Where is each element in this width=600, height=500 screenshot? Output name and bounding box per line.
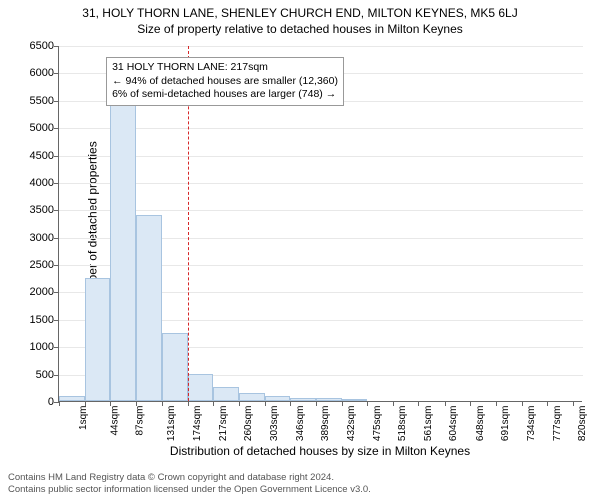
ytick-label: 2000 xyxy=(14,286,54,298)
xtick-mark xyxy=(367,401,368,406)
xtick-mark xyxy=(316,401,317,406)
histogram-bar xyxy=(85,278,111,401)
ytick-mark xyxy=(54,210,59,211)
footer-line-2: Contains public sector information licen… xyxy=(8,484,371,496)
histogram-bar xyxy=(265,396,291,401)
x-axis-label: Distribution of detached houses by size … xyxy=(58,444,582,458)
xtick-mark xyxy=(213,401,214,406)
ytick-label: 4500 xyxy=(14,150,54,162)
chart-area: Number of detached properties 0500100015… xyxy=(58,46,582,402)
xtick-label: 648sqm xyxy=(475,406,486,442)
histogram-bar xyxy=(290,398,316,401)
xtick-label: 1sqm xyxy=(78,406,89,430)
ytick-mark xyxy=(54,46,59,47)
xtick-label: 432sqm xyxy=(346,406,357,442)
annotation-line: ← 94% of detached houses are smaller (12… xyxy=(112,75,338,89)
xtick-label: 734sqm xyxy=(526,406,537,442)
title-main: 31, HOLY THORN LANE, SHENLEY CHURCH END,… xyxy=(0,0,600,20)
xtick-mark xyxy=(290,401,291,406)
histogram-bar xyxy=(110,100,136,401)
chart-container: 31, HOLY THORN LANE, SHENLEY CHURCH END,… xyxy=(0,0,600,500)
xtick-mark xyxy=(265,401,266,406)
xtick-mark xyxy=(470,401,471,406)
ytick-label: 6000 xyxy=(14,67,54,79)
footer-line-1: Contains HM Land Registry data © Crown c… xyxy=(8,472,371,484)
xtick-mark xyxy=(188,401,189,406)
gridline xyxy=(59,210,583,211)
xtick-label: 820sqm xyxy=(577,406,588,442)
ytick-label: 5000 xyxy=(14,122,54,134)
ytick-label: 2500 xyxy=(14,259,54,271)
ytick-mark xyxy=(54,156,59,157)
footer-attribution: Contains HM Land Registry data © Crown c… xyxy=(8,472,371,496)
ytick-mark xyxy=(54,101,59,102)
histogram-bar xyxy=(342,399,368,401)
xtick-label: 389sqm xyxy=(320,406,331,442)
plot-region: 0500100015002000250030003500400045005000… xyxy=(58,46,582,402)
ytick-label: 500 xyxy=(14,369,54,381)
xtick-label: 475sqm xyxy=(372,406,383,442)
ytick-mark xyxy=(54,183,59,184)
ytick-label: 4000 xyxy=(14,177,54,189)
ytick-mark xyxy=(54,128,59,129)
xtick-label: 217sqm xyxy=(218,406,229,442)
annotation-line: 6% of semi-detached houses are larger (7… xyxy=(112,88,338,102)
xtick-mark xyxy=(496,401,497,406)
xtick-label: 303sqm xyxy=(269,406,280,442)
ytick-mark xyxy=(54,73,59,74)
ytick-mark xyxy=(54,238,59,239)
ytick-mark xyxy=(54,320,59,321)
xtick-label: 44sqm xyxy=(109,406,120,436)
xtick-mark xyxy=(393,401,394,406)
xtick-label: 260sqm xyxy=(243,406,254,442)
xtick-mark xyxy=(85,401,86,406)
gridline xyxy=(59,183,583,184)
ytick-mark xyxy=(54,375,59,376)
gridline xyxy=(59,156,583,157)
ytick-label: 5500 xyxy=(14,95,54,107)
histogram-bar xyxy=(239,393,265,401)
xtick-label: 87sqm xyxy=(135,406,146,436)
xtick-label: 131sqm xyxy=(167,406,178,442)
ytick-label: 1000 xyxy=(14,341,54,353)
xtick-label: 518sqm xyxy=(397,406,408,442)
xtick-label: 691sqm xyxy=(500,406,511,442)
xtick-mark xyxy=(342,401,343,406)
ytick-mark xyxy=(54,347,59,348)
ytick-label: 3500 xyxy=(14,204,54,216)
xtick-mark xyxy=(239,401,240,406)
xtick-mark xyxy=(418,401,419,406)
histogram-bar xyxy=(162,333,188,401)
xtick-mark xyxy=(59,401,60,406)
ytick-label: 3000 xyxy=(14,232,54,244)
ytick-label: 0 xyxy=(14,396,54,408)
xtick-mark xyxy=(445,401,446,406)
xtick-label: 346sqm xyxy=(295,406,306,442)
gridline xyxy=(59,128,583,129)
histogram-bar xyxy=(316,398,342,401)
xtick-label: 174sqm xyxy=(192,406,203,442)
xtick-label: 561sqm xyxy=(423,406,434,442)
xtick-label: 604sqm xyxy=(449,406,460,442)
histogram-bar xyxy=(59,396,85,401)
xtick-mark xyxy=(110,401,111,406)
xtick-mark xyxy=(547,401,548,406)
histogram-bar xyxy=(136,215,162,401)
annotation-line: 31 HOLY THORN LANE: 217sqm xyxy=(112,61,338,75)
xtick-mark xyxy=(136,401,137,406)
histogram-bar xyxy=(188,374,214,401)
ytick-mark xyxy=(54,292,59,293)
gridline xyxy=(59,46,583,47)
ytick-label: 1500 xyxy=(14,314,54,326)
xtick-mark xyxy=(162,401,163,406)
annotation-box: 31 HOLY THORN LANE: 217sqm← 94% of detac… xyxy=(106,57,344,106)
title-sub: Size of property relative to detached ho… xyxy=(0,20,600,36)
xtick-mark xyxy=(522,401,523,406)
xtick-mark xyxy=(573,401,574,406)
ytick-mark xyxy=(54,265,59,266)
ytick-label: 6500 xyxy=(14,40,54,52)
histogram-bar xyxy=(213,387,239,401)
xtick-label: 777sqm xyxy=(552,406,563,442)
